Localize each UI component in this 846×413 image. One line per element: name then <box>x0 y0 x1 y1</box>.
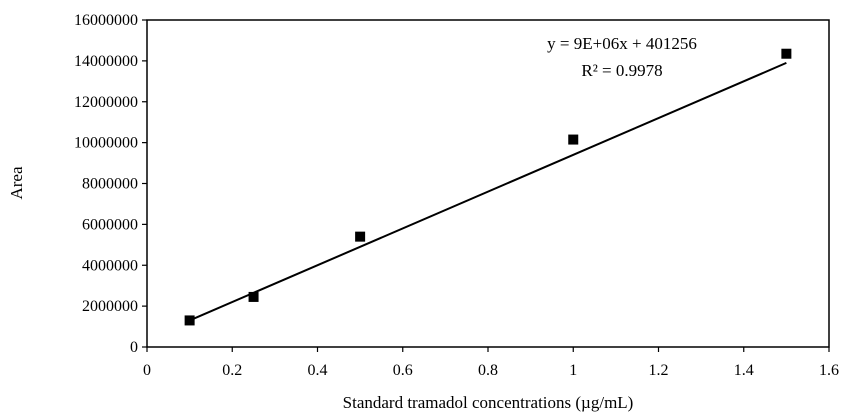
y-axis-title: Area <box>7 166 26 199</box>
x-tick-label: 1.2 <box>649 362 669 379</box>
x-tick-label: 0 <box>143 362 151 379</box>
data-point <box>568 134 579 145</box>
y-axis: 0 2000000 4000000 6000000 8000000 10000000 120… <box>74 12 147 356</box>
x-tick-label: 0.8 <box>478 362 498 379</box>
y-tick-label: 14000000 <box>74 53 138 70</box>
equation-label: y = 9E+06x + 401256 <box>547 34 697 53</box>
x-tick-label: 1 <box>569 362 577 379</box>
y-tick-label: 8000000 <box>82 176 138 193</box>
data-point <box>355 231 366 242</box>
x-tick-label: 0.6 <box>393 362 413 379</box>
y-tick-label: 6000000 <box>82 216 138 233</box>
data-point <box>184 315 195 326</box>
x-tick-label: 1.4 <box>734 362 754 379</box>
y-tick-label: 12000000 <box>74 94 138 111</box>
data-point <box>781 48 792 59</box>
data-point <box>248 291 259 302</box>
x-tick-label: 0.2 <box>222 362 242 379</box>
trendline-group <box>189 61 787 322</box>
trendline <box>189 61 787 322</box>
x-tick-label: 1.6 <box>819 362 839 379</box>
x-axis-title: Standard tramadol concentrations (µg/mL) <box>343 393 634 412</box>
x-axis: 0 0.2 0.4 0.6 0.8 1 1.2 1.4 1.6 <box>143 347 839 379</box>
x-tick-label: 0.4 <box>308 362 328 379</box>
y-tick-label: 0 <box>130 339 138 356</box>
y-tick-label: 10000000 <box>74 135 138 152</box>
data-points <box>184 48 792 326</box>
y-tick-label: 2000000 <box>82 298 138 315</box>
r-squared-label: R² = 0.9978 <box>581 61 662 80</box>
y-tick-label: 16000000 <box>74 12 138 29</box>
y-tick-label: 4000000 <box>82 257 138 274</box>
